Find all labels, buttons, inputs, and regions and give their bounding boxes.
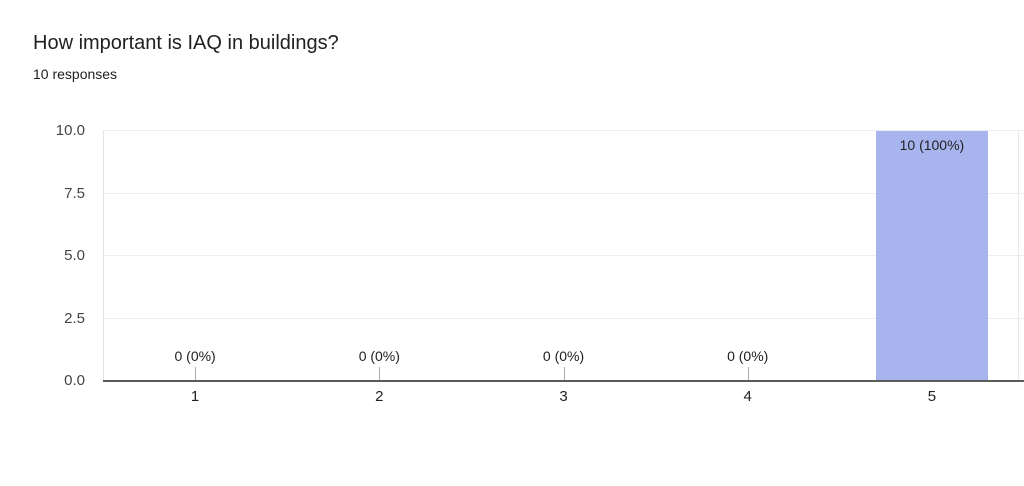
bars-row: 0 (0%) 0 (0%) 0 (0%) 0 (0%) 10 (100%)	[103, 131, 1024, 381]
x-axis-labels: 1 2 3 4 5	[103, 388, 1024, 406]
x-category-label: 2	[375, 388, 384, 405]
zero-value-label: 0 (0%)	[542, 348, 585, 364]
category-cell: 10 (100%)	[840, 131, 1024, 381]
y-tick-label: 0.0	[64, 372, 85, 389]
tick-stub	[563, 367, 565, 381]
category-cell: 0 (0%)	[103, 131, 287, 381]
plot-area: 0 (0%) 0 (0%) 0 (0%) 0 (0%) 10 (100%)	[103, 130, 1024, 381]
category-cell: 0 (0%)	[471, 131, 655, 381]
plot-left-border	[103, 131, 104, 381]
y-tick-label: 10.0	[55, 122, 85, 139]
category-cell: 0 (0%)	[656, 131, 840, 381]
response-count: 10 responses	[33, 66, 118, 82]
zero-value-label: 0 (0%)	[727, 348, 769, 364]
page-title: How important is IAQ in buildings?	[33, 32, 339, 54]
tick-stub	[195, 367, 197, 381]
bar-value-label: 10 (100%)	[899, 137, 965, 153]
zero-value-label: 0 (0%)	[174, 348, 216, 364]
x-axis-line	[103, 380, 1024, 382]
x-category-label: 4	[743, 388, 752, 405]
y-tick-label: 7.5	[64, 184, 85, 202]
gridline	[103, 255, 1024, 256]
y-tick-label: 5.0	[64, 247, 85, 264]
gridline	[103, 192, 1024, 194]
plot-right-border	[1018, 131, 1019, 381]
y-axis-labels: 0.0 2.5 5.0 7.5 10.0	[0, 122, 85, 389]
x-category-label: 5	[927, 388, 937, 405]
y-tick-label: 2.5	[64, 309, 85, 327]
x-category-label: 1	[190, 388, 200, 405]
bar: 10 (100%)	[875, 131, 988, 381]
tick-stub	[379, 367, 381, 381]
x-category-label: 3	[559, 388, 568, 405]
gridline	[103, 130, 1024, 131]
tick-stub	[747, 367, 749, 381]
zero-value-label: 0 (0%)	[358, 348, 400, 364]
gridline	[103, 317, 1024, 319]
category-cell: 0 (0%)	[287, 131, 471, 381]
